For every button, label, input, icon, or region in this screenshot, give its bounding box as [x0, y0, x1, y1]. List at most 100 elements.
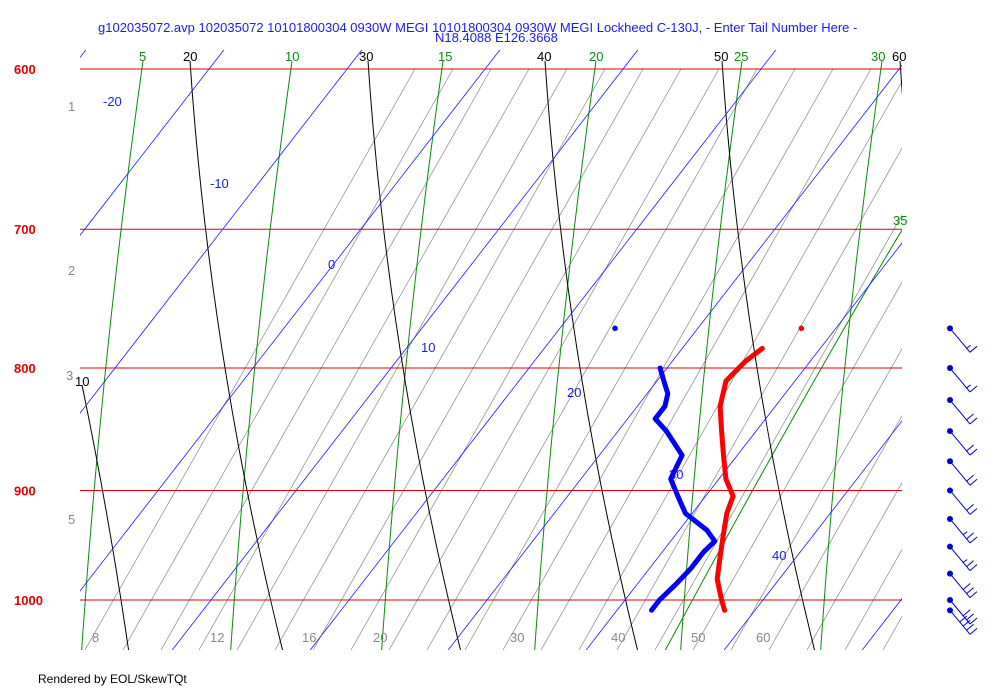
wind-barb	[947, 543, 978, 572]
isotherms	[80, 0, 1000, 680]
chart-title-line1: g102035072.avp 102035072 10101800304 093…	[98, 20, 857, 35]
dry-adiabat-label: 20	[183, 49, 197, 64]
mixing-ratio-line	[198, 68, 530, 650]
pressure-tick-label: 600	[14, 62, 36, 77]
mixing-ratio-line	[122, 68, 454, 650]
isotherm-label: 0	[328, 257, 335, 272]
sounding-profiles	[612, 325, 805, 613]
isotherm-line	[171, 50, 639, 650]
isotherm-label: 40	[772, 548, 786, 563]
dry-adiabat-label: 60	[892, 49, 906, 64]
isotherm-line	[309, 50, 777, 650]
moist-adiabat-line	[534, 60, 597, 650]
isotherm-line	[80, 50, 363, 414]
mixing-ratio-line	[654, 214, 902, 650]
mixing-ratio-label: 40	[611, 630, 625, 645]
mixing-ratio-line	[844, 548, 902, 650]
chart-title-line2: N18.4088 E126.3668	[435, 30, 558, 45]
mixing-ratio-label: 60	[756, 630, 770, 645]
mixing-ratio-line	[730, 348, 902, 650]
moist-adiabat-line	[664, 229, 902, 650]
moist-adiabat-line	[820, 60, 883, 650]
dry-adiabat-line	[899, 60, 902, 96]
mixing-ratio-lines	[84, 68, 1000, 650]
mixing-ratio-line	[692, 281, 902, 650]
dry-adiabat-label: 50	[714, 49, 728, 64]
mixing-ratio-line	[921, 69, 1000, 650]
dry-adiabat-label: 40	[537, 49, 551, 64]
mixing-ratio-line	[502, 68, 834, 650]
mixing-ratio-label: 2	[68, 263, 75, 278]
mixing-ratio-label: 1	[68, 99, 75, 114]
pressure-tick-label: 700	[14, 222, 36, 237]
dry-adiabat-line	[81, 384, 130, 650]
isotherm-line	[723, 420, 902, 650]
footer-credit: Rendered by EOL/SkewTQt	[38, 672, 187, 686]
dewpoint-point	[612, 325, 618, 332]
mixing-ratio-line	[350, 68, 682, 650]
dry-adiabat-label: 10	[75, 374, 89, 389]
wind-barb	[947, 365, 978, 393]
isotherm-line	[80, 50, 225, 236]
pressure-tick-label: 1000	[14, 593, 43, 608]
dry-adiabats	[81, 60, 902, 650]
moist-adiabat-label: 35	[893, 213, 907, 228]
wind-barb	[947, 515, 978, 544]
dewpoint-profile	[649, 365, 718, 613]
mixing-ratio-label: 12	[210, 630, 224, 645]
wind-barb	[947, 487, 978, 515]
moist-adiabat-line	[81, 60, 144, 650]
wind-barb	[947, 570, 978, 599]
mixing-ratio-line	[768, 415, 902, 650]
isotherm-label: -10	[210, 176, 229, 191]
mixing-ratio-label: 50	[691, 630, 705, 645]
dry-adiabat-line	[189, 60, 284, 650]
isotherm-line	[447, 64, 902, 650]
mixing-ratio-line	[160, 68, 492, 650]
wind-barb	[947, 607, 978, 635]
mixing-ratio-line	[84, 68, 416, 650]
moist-adiabat-label: 10	[285, 49, 299, 64]
wind-barb	[947, 597, 978, 625]
dry-adiabat-line	[721, 60, 816, 650]
mixing-ratio-label: 3	[66, 368, 73, 383]
moist-adiabat-label: 5	[139, 49, 146, 64]
pressure-tick-label: 800	[14, 361, 36, 376]
isotherm-line	[80, 50, 501, 592]
mixing-ratio-line	[274, 68, 606, 650]
pressure-tick-label: 900	[14, 483, 36, 498]
dry-adiabat-line	[544, 60, 639, 650]
isotherm-line	[585, 242, 902, 650]
isobars	[80, 68, 902, 601]
mixing-ratio-label: 30	[510, 630, 524, 645]
moist-adiabat-label: 20	[589, 49, 603, 64]
mixing-ratio-line	[616, 147, 902, 650]
wind-barbs	[947, 325, 978, 635]
moist-adiabat-line	[381, 60, 444, 650]
isotherm-label: 20	[567, 385, 581, 400]
dry-adiabat-line	[367, 60, 462, 650]
moist-adiabat-label: 30	[871, 49, 885, 64]
mixing-ratio-label: 16	[302, 630, 316, 645]
isotherm-label: -20	[103, 94, 122, 109]
isotherm-line	[861, 598, 902, 650]
mixing-ratio-line	[464, 68, 796, 650]
dry-adiabat-label: 30	[359, 49, 373, 64]
mixing-ratio-label: 20	[373, 630, 387, 645]
moist-adiabat-label: 15	[438, 49, 452, 64]
isotherm-line	[977, 0, 1000, 680]
mixing-ratio-line	[882, 615, 902, 650]
moist-adiabat-label: 25	[734, 49, 748, 64]
wind-barb	[947, 397, 978, 425]
temperature-profile	[714, 345, 765, 613]
temperature-point	[798, 325, 805, 332]
mixing-ratio-line	[426, 68, 758, 650]
wind-barb	[947, 325, 978, 353]
mixing-ratio-line	[806, 482, 902, 650]
moist-adiabat-line	[230, 60, 293, 650]
isotherm-label: 10	[421, 340, 435, 355]
mixing-ratio-label: 8	[92, 630, 99, 645]
mixing-ratio-label: 5	[68, 512, 75, 527]
mixing-ratio-line	[312, 68, 644, 650]
